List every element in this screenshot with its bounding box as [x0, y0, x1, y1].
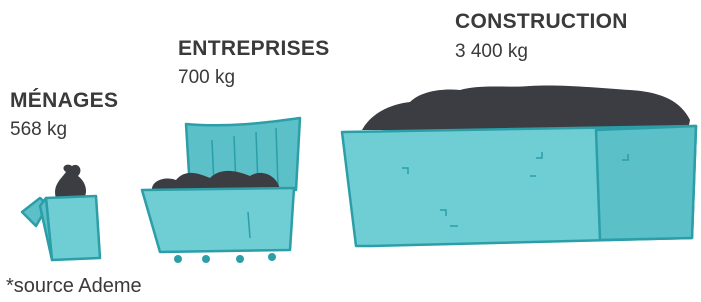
amount-label: 3 400 kg [455, 41, 528, 62]
category-label: ENTREPRISES [178, 37, 330, 60]
business-dumpster [142, 118, 300, 263]
household-bin [22, 165, 100, 260]
footnote: *source Ademe [6, 275, 142, 297]
amount-label: 700 kg [178, 67, 235, 88]
construction-skip [342, 85, 696, 246]
category-label: MÉNAGES [10, 89, 118, 112]
page: {"items": [ {"label": "MÉNAGES", "amount… [0, 0, 701, 302]
illustration: MÉNAGES 568 kg ENTREPRISES 700 kg CONSTR… [0, 0, 701, 302]
amount-label: 568 kg [10, 119, 67, 140]
category-label: CONSTRUCTION [455, 10, 628, 33]
